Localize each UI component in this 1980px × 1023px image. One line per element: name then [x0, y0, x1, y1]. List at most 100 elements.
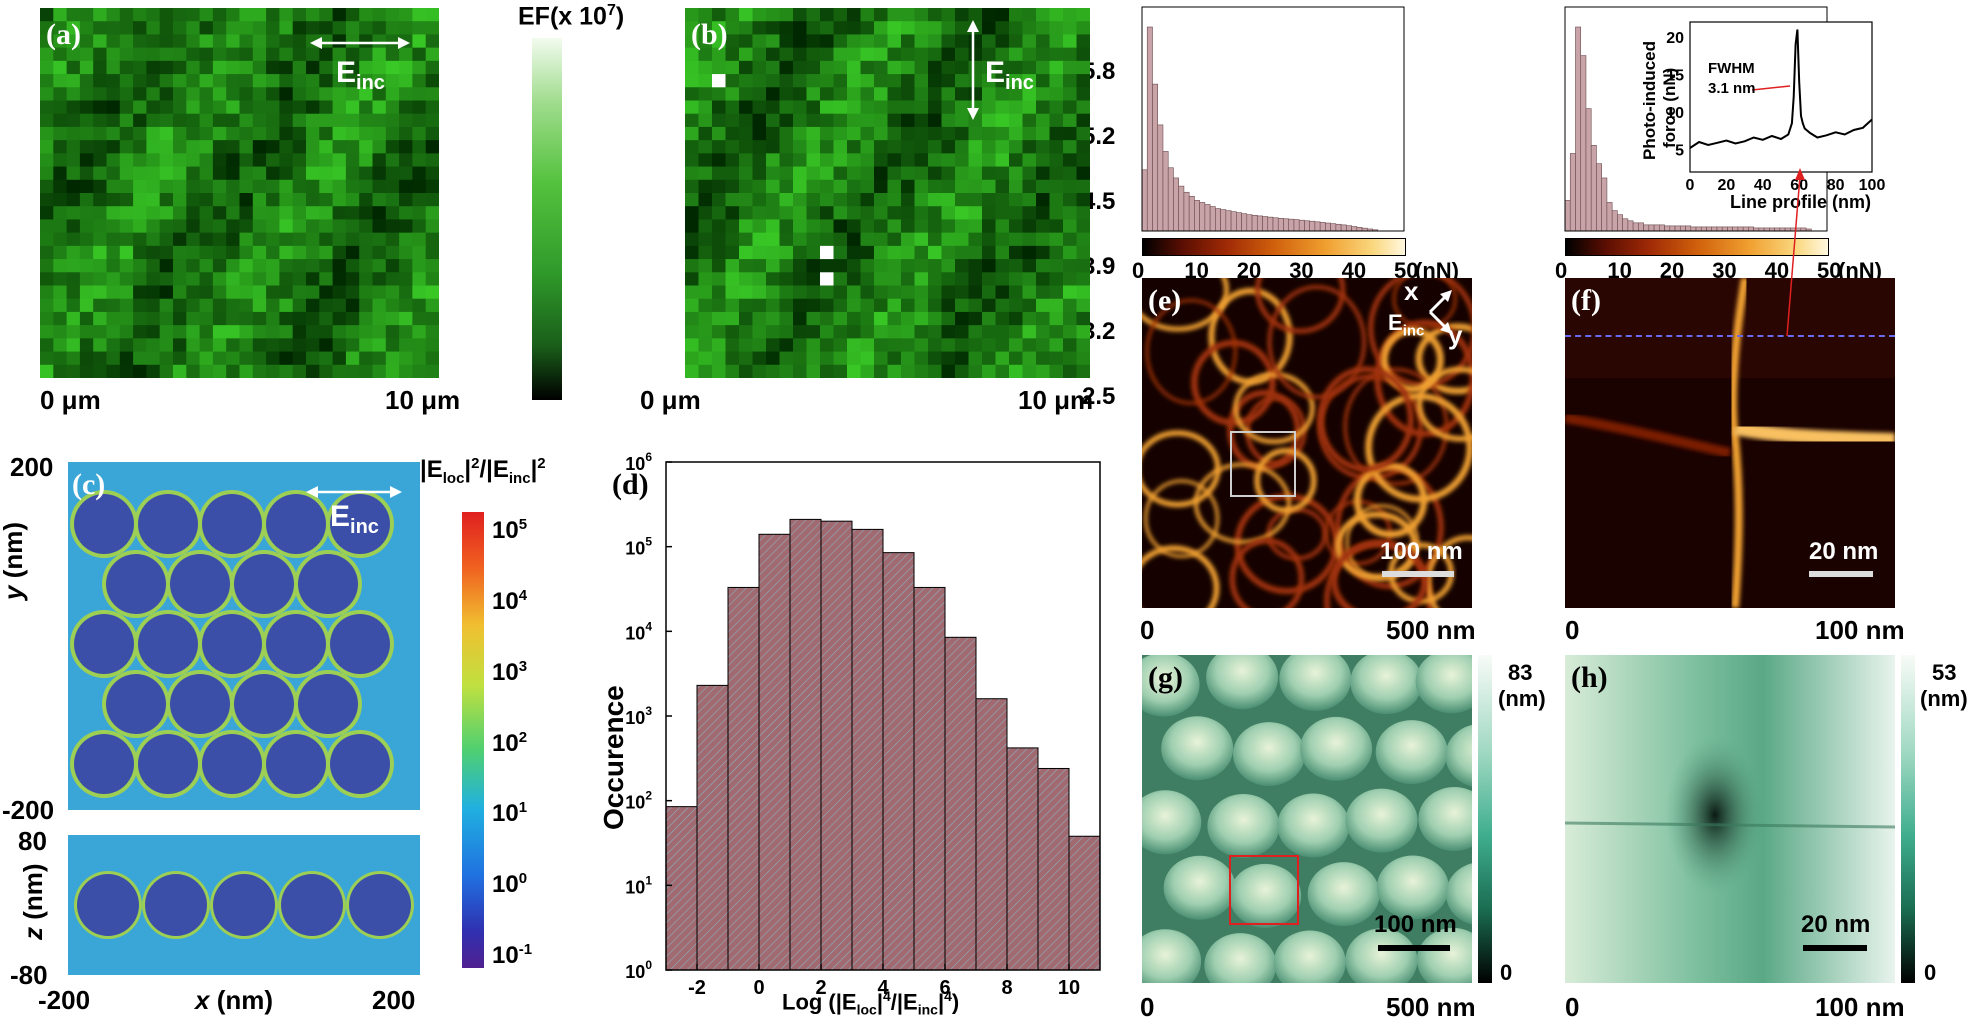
ef-pixel: [847, 113, 862, 128]
ef-pixel: [106, 47, 121, 62]
ef-pixel: [1036, 351, 1051, 366]
ef-pixel: [712, 245, 727, 260]
ef-pixel: [833, 47, 848, 62]
ef-pixel: [779, 179, 794, 194]
ef-pixel: [887, 140, 902, 154]
ef-pixel: [119, 34, 134, 49]
ef-pixel: [982, 8, 997, 22]
ef-pixel: [698, 166, 713, 181]
ef-pixel: [955, 140, 970, 154]
ef-pixel: [698, 126, 713, 141]
ef-pixel: [319, 153, 334, 168]
ef-pixel: [212, 285, 227, 300]
ef-pixel: [266, 219, 280, 234]
inset-ytick-label: 5: [1675, 143, 1684, 160]
ef-pixel: [1022, 113, 1037, 128]
ef-pixel: [1036, 245, 1051, 260]
ef-pixel: [955, 325, 970, 339]
ef-pixel: [306, 179, 320, 194]
ef-pixel: [1022, 272, 1037, 287]
ef-pixel: [874, 351, 889, 366]
panel-e: (e) x y Einc 100 nm: [1142, 278, 1472, 608]
ef-pixel: [119, 8, 134, 22]
ef-pixel: [53, 364, 68, 378]
panel-g: (g) 100 nm: [1142, 655, 1472, 983]
ef-pixel: [820, 100, 835, 115]
ef-pixel: [766, 285, 781, 300]
inset-ylabel-1: Photo-induced: [1640, 41, 1659, 160]
ef-pixel: [93, 74, 108, 88]
ef-pixel: [372, 206, 387, 221]
ef-pixel: [292, 206, 307, 221]
ef-pixel: [199, 113, 214, 128]
ef-pixel: [40, 351, 54, 366]
ef-pixel: [685, 272, 700, 287]
ef-pixel: [752, 60, 767, 75]
ef-pixel: [412, 325, 427, 339]
ef-pixel: [252, 272, 267, 287]
ef-pixel: [53, 351, 68, 366]
ef-pixel: [319, 298, 334, 313]
ef-pixel: [955, 87, 970, 102]
ef-pixel: [685, 60, 700, 75]
ef-pixel: [199, 298, 214, 313]
ef-pixel: [173, 272, 187, 287]
c-particle: [202, 614, 262, 674]
g-cb-unit: (nm): [1498, 686, 1546, 711]
ef-pixel: [982, 298, 997, 313]
ef-pixel: [833, 285, 848, 300]
ef-pixel: [941, 100, 956, 115]
ef-pixel: [212, 259, 227, 273]
d-xtick-label: 2: [815, 977, 826, 999]
ef-pixel: [1049, 113, 1064, 128]
ef-pixel: [874, 34, 889, 49]
ef-pixel: [1036, 74, 1051, 88]
ef-pixel: [712, 206, 727, 221]
histogram-e: [1141, 6, 1405, 232]
polarization-arrow-c-icon: [306, 486, 402, 498]
ef-pixel: [739, 21, 754, 36]
ef-pixel: [212, 74, 227, 88]
ef-pixel: [1063, 87, 1078, 102]
c-x-tick-200: 200: [372, 985, 416, 1015]
ef-pixel: [725, 285, 740, 300]
grain-boundary: [1145, 298, 1237, 405]
ef-pixel: [968, 364, 983, 378]
ef-pixel: [252, 47, 267, 62]
ef-pixel: [173, 285, 187, 300]
ef-pixel: [385, 34, 400, 49]
ef-pixel: [186, 21, 201, 36]
ef-pixel: [712, 179, 727, 194]
ef-pixel: [345, 245, 360, 260]
ef-pixel: [212, 364, 227, 378]
ef-pixel: [887, 245, 902, 260]
ef-pixel: [1063, 60, 1078, 75]
ef-pixel: [712, 351, 727, 366]
ef-pixel: [186, 126, 201, 141]
nn-hist-bar: [1648, 224, 1655, 232]
g-grain: [1142, 929, 1202, 983]
ef-pixel: [698, 193, 713, 207]
ef-pixel: [226, 8, 241, 22]
ef-pixel: [820, 232, 835, 247]
ef-pixel: [1076, 259, 1090, 273]
ef-pixel: [955, 259, 970, 273]
ef-pixel: [133, 298, 147, 313]
ef-pixel: [199, 193, 214, 207]
ef-pixel: [186, 206, 201, 221]
ef-pixel: [359, 179, 374, 194]
g-grain: [1350, 655, 1423, 715]
ef-pixel: [239, 259, 254, 273]
ef-pixel: [914, 325, 929, 339]
ef-pixel: [239, 166, 254, 181]
ef-pixel: [159, 364, 174, 378]
ef-pixel: [199, 166, 214, 181]
d-bar: [882, 552, 915, 971]
ef-pixel: [698, 34, 713, 49]
d-bar: [913, 586, 946, 971]
ef-pixel: [928, 100, 943, 115]
ef-pixel: [345, 166, 360, 181]
nn-hist-bar: [1622, 218, 1629, 232]
ef-pixel: [982, 259, 997, 273]
ef-pixel: [712, 232, 727, 247]
